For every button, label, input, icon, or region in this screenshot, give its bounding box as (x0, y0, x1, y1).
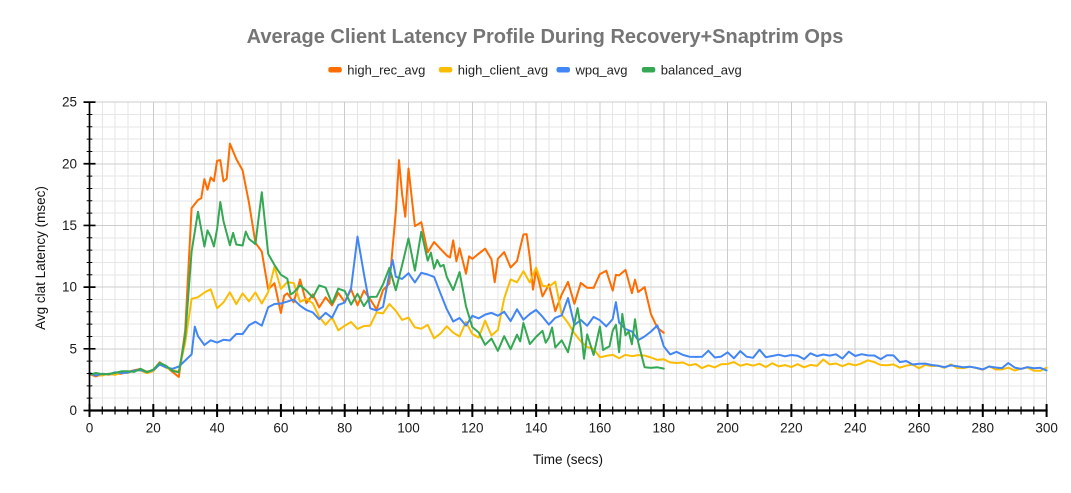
svg-text:15: 15 (62, 218, 77, 233)
svg-text:Average Client Latency Profile: Average Client Latency Profile During Re… (247, 26, 844, 48)
svg-text:200: 200 (716, 421, 739, 436)
svg-text:260: 260 (908, 421, 931, 436)
svg-text:high_client_avg: high_client_avg (458, 63, 548, 78)
svg-text:0: 0 (86, 421, 94, 436)
svg-text:10: 10 (62, 280, 77, 295)
svg-text:balanced_avg: balanced_avg (661, 63, 742, 78)
svg-text:20: 20 (146, 421, 161, 436)
svg-text:240: 240 (844, 421, 867, 436)
svg-text:100: 100 (397, 421, 420, 436)
svg-text:20: 20 (62, 156, 77, 171)
svg-text:180: 180 (653, 421, 676, 436)
svg-text:high_rec_avg: high_rec_avg (347, 63, 425, 78)
svg-text:60: 60 (273, 421, 288, 436)
svg-text:120: 120 (461, 421, 484, 436)
svg-text:160: 160 (589, 421, 612, 436)
svg-text:220: 220 (780, 421, 803, 436)
svg-text:80: 80 (337, 421, 352, 436)
svg-text:25: 25 (62, 95, 77, 110)
svg-text:wpq_avg: wpq_avg (575, 63, 628, 78)
svg-text:5: 5 (69, 341, 77, 356)
svg-text:280: 280 (972, 421, 995, 436)
svg-text:Avg clat Latency (msec): Avg clat Latency (msec) (33, 186, 48, 330)
svg-text:300: 300 (1035, 421, 1058, 436)
svg-text:Time (secs): Time (secs) (533, 452, 603, 467)
svg-text:40: 40 (210, 421, 225, 436)
svg-text:140: 140 (525, 421, 548, 436)
svg-text:0: 0 (69, 403, 77, 418)
